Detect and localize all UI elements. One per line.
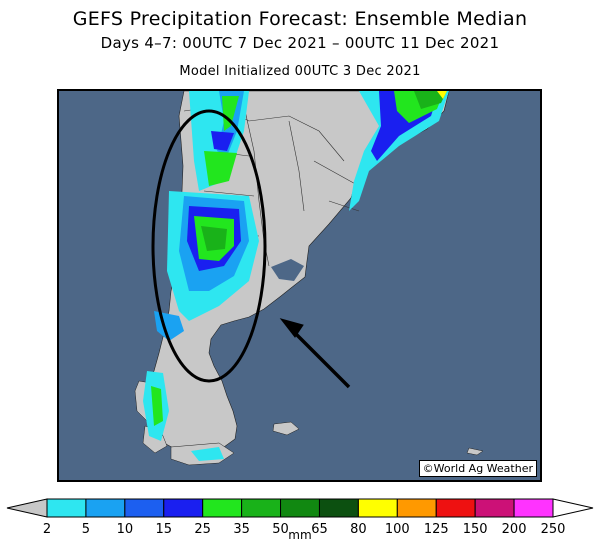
colorbar-swatch bbox=[318, 498, 359, 518]
highlight-ellipse bbox=[151, 109, 267, 383]
colorbar-swatch bbox=[280, 498, 320, 518]
colorbar-swatch bbox=[202, 498, 243, 518]
colorbar-tick-label: 10 bbox=[117, 522, 134, 537]
map-canvas bbox=[134, 91, 484, 466]
colorbar-swatch bbox=[435, 498, 476, 518]
forecast-period: Days 4–7: 00UTC 7 Dec 2021 – 00UTC 11 De… bbox=[100, 34, 500, 52]
colorbar bbox=[6, 498, 594, 518]
colorbar-tick-label: 250 bbox=[541, 522, 566, 537]
arrow-icon bbox=[279, 318, 351, 389]
colorbar-swatch bbox=[513, 498, 554, 518]
colorbar-swatch bbox=[241, 498, 282, 518]
colorbar-swatch bbox=[85, 498, 126, 518]
colorbar-swatch bbox=[124, 498, 165, 518]
falkland-islands bbox=[272, 421, 300, 436]
colorbar-tick-label: 5 bbox=[82, 522, 90, 537]
colorbar-under-arrow bbox=[6, 498, 48, 518]
rio-de-la-plata bbox=[271, 259, 304, 281]
colorbar-legend: 2 5 10 15 25 35 50 65 80 100 125 150 200 250 bbox=[6, 498, 594, 537]
colorbar-tick-label: 200 bbox=[502, 522, 527, 537]
credit-label: ©World Ag Weather bbox=[418, 460, 537, 477]
colorbar-tick-label: 150 bbox=[463, 522, 488, 537]
model-init-time: Model Initialized 00UTC 3 Dec 2021 bbox=[179, 64, 421, 79]
precipitation-map: ©World Ag Weather bbox=[57, 89, 542, 482]
colorbar-tick-label: 2 bbox=[43, 522, 51, 537]
colorbar-tick-label: 25 bbox=[194, 522, 211, 537]
south-georgia bbox=[466, 447, 484, 456]
colorbar-tick-label: 100 bbox=[385, 522, 410, 537]
colorbar-tick-label: 50 bbox=[272, 522, 289, 537]
colorbar-tick-label: 65 bbox=[311, 522, 328, 537]
colorbar-ticks: 2 5 10 15 25 35 50 65 80 100 125 150 200 250 bbox=[43, 522, 566, 537]
colorbar-swatch bbox=[474, 498, 515, 518]
colorbar-tick-label: 125 bbox=[424, 522, 449, 537]
colorbar-tick-label: 15 bbox=[155, 522, 172, 537]
chart-title: GEFS Precipitation Forecast: Ensemble Me… bbox=[72, 8, 528, 30]
precip-shading bbox=[143, 91, 449, 461]
colorbar-tick-label: 35 bbox=[233, 522, 250, 537]
colorbar-unit: mm bbox=[288, 528, 312, 542]
colorbar-tick-label: 80 bbox=[350, 522, 367, 537]
colorbar-swatch bbox=[163, 498, 204, 518]
colorbar-swatch bbox=[396, 498, 437, 518]
colorbar-swatch bbox=[357, 498, 398, 518]
colorbar-over-arrow bbox=[552, 498, 594, 518]
colorbar-swatch bbox=[46, 498, 87, 518]
